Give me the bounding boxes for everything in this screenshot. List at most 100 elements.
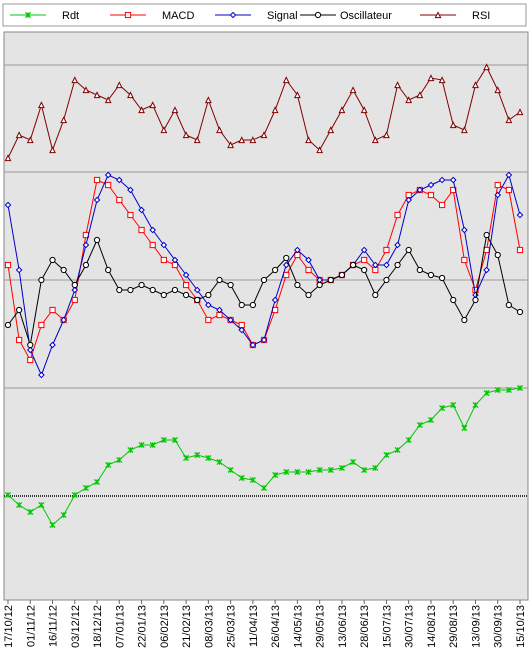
marker	[216, 276, 223, 284]
marker	[272, 471, 279, 479]
legend-label: MACD	[162, 10, 194, 22]
marker	[394, 211, 401, 219]
marker	[494, 181, 501, 189]
x-tick-label: 30/07/13	[404, 605, 416, 648]
x-tick-label: 08/03/13	[203, 605, 215, 648]
marker	[416, 186, 424, 194]
series	[4, 63, 524, 162]
marker	[427, 74, 435, 82]
marker	[416, 421, 423, 429]
marker	[494, 191, 502, 199]
marker	[282, 76, 290, 84]
marker	[160, 126, 168, 134]
marker	[60, 116, 68, 124]
marker	[216, 126, 223, 134]
marker	[260, 131, 268, 139]
marker	[138, 106, 145, 114]
marker	[260, 336, 268, 344]
marker	[60, 316, 67, 324]
marker	[483, 266, 490, 274]
marker	[472, 296, 479, 304]
marker	[505, 186, 512, 194]
marker	[26, 136, 34, 144]
marker	[4, 321, 12, 329]
legend-marker	[314, 11, 322, 19]
x-tick-label: 14/08/13	[426, 605, 438, 648]
marker	[15, 266, 23, 274]
marker	[372, 464, 379, 472]
marker	[349, 261, 357, 269]
marker	[427, 181, 435, 189]
marker	[416, 91, 424, 99]
marker	[383, 276, 390, 284]
marker	[116, 456, 123, 464]
marker	[282, 261, 290, 269]
marker	[227, 466, 234, 474]
x-tick-label: 28/06/13	[359, 605, 371, 648]
marker	[27, 341, 34, 349]
marker	[38, 321, 45, 329]
marker	[171, 106, 179, 114]
marker	[194, 296, 201, 304]
marker	[449, 176, 457, 184]
marker	[416, 266, 423, 274]
marker	[338, 464, 345, 472]
marker	[383, 261, 390, 269]
marker	[60, 511, 67, 519]
marker	[438, 176, 446, 184]
marker	[93, 196, 101, 204]
x-tick-label: 22/01/13	[137, 605, 149, 648]
marker	[461, 424, 468, 432]
marker	[316, 146, 324, 154]
legend-marker	[124, 11, 132, 19]
marker	[360, 106, 368, 114]
x-tick-label: 11/04/13	[248, 605, 260, 647]
legend-label: Oscillateur	[340, 10, 392, 22]
marker	[227, 281, 234, 289]
marker	[271, 296, 279, 304]
marker	[238, 136, 246, 144]
marker	[494, 386, 501, 394]
marker	[249, 341, 257, 349]
marker	[49, 341, 56, 349]
marker	[338, 106, 346, 114]
x-tick-label: 03/12/12	[70, 605, 82, 648]
marker	[16, 306, 23, 314]
marker	[394, 261, 401, 269]
marker	[394, 81, 401, 89]
marker	[283, 254, 290, 262]
marker	[216, 458, 223, 466]
marker	[305, 266, 312, 274]
marker	[427, 416, 435, 424]
marker	[461, 256, 468, 264]
marker	[450, 401, 457, 409]
legend-box	[2, 3, 527, 27]
marker	[49, 256, 56, 264]
x-tick-label: 07/01/13	[114, 605, 126, 648]
marker	[183, 454, 190, 462]
marker	[272, 266, 279, 274]
marker	[516, 384, 524, 392]
marker	[149, 441, 156, 449]
marker	[104, 171, 112, 179]
marker	[293, 91, 301, 99]
marker	[260, 484, 268, 492]
x-tick-label: 16/11/12	[48, 605, 60, 647]
marker	[372, 291, 379, 299]
marker	[205, 316, 212, 324]
marker	[4, 261, 12, 269]
marker	[294, 468, 301, 476]
marker	[138, 226, 145, 234]
marker	[93, 91, 101, 99]
marker	[149, 241, 156, 249]
x-tick-label: 14/05/13	[292, 605, 304, 648]
marker	[327, 466, 334, 474]
marker	[37, 101, 45, 109]
legend: Rdt MACD Signal Oscillateur RSI	[10, 10, 490, 22]
marker	[82, 86, 90, 94]
marker	[4, 491, 12, 499]
marker	[82, 241, 90, 249]
marker	[105, 266, 112, 274]
marker	[182, 291, 190, 299]
marker	[71, 76, 79, 84]
